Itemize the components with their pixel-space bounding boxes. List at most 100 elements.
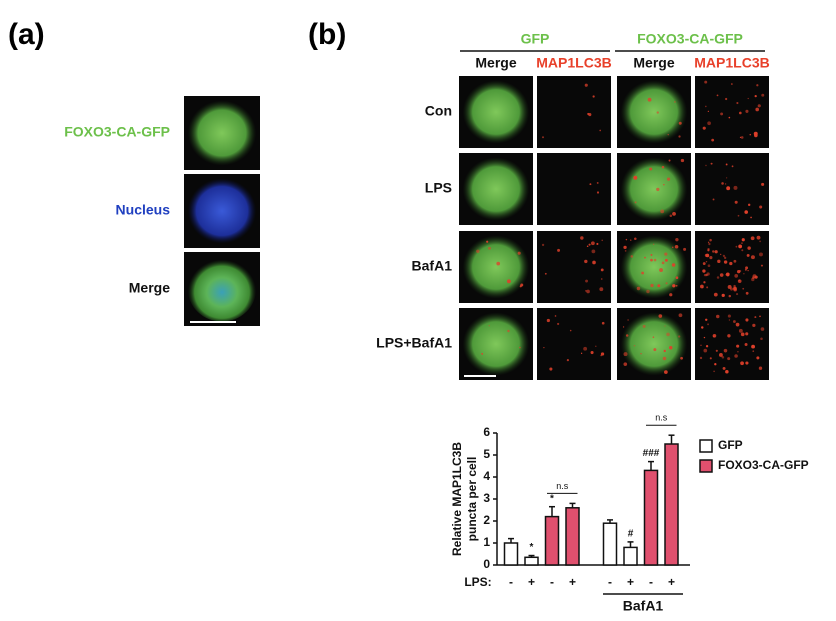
puncta bbox=[719, 273, 724, 277]
puncta bbox=[740, 332, 745, 337]
puncta bbox=[652, 243, 655, 246]
x-tick-label: + bbox=[569, 575, 576, 589]
puncta bbox=[663, 184, 665, 186]
puncta bbox=[745, 318, 749, 322]
puncta bbox=[739, 111, 742, 115]
puncta bbox=[678, 135, 681, 138]
puncta bbox=[486, 240, 489, 243]
puncta bbox=[733, 286, 737, 291]
micrograph bbox=[537, 308, 611, 380]
group-label: BafA1 bbox=[623, 598, 664, 614]
legend-swatch bbox=[699, 459, 713, 473]
puncta bbox=[711, 138, 715, 142]
bar bbox=[602, 522, 618, 566]
puncta bbox=[747, 97, 749, 100]
puncta bbox=[725, 272, 730, 277]
puncta bbox=[736, 101, 739, 105]
x-tick-label: - bbox=[608, 575, 612, 589]
annotation: n.s bbox=[655, 413, 668, 423]
puncta bbox=[738, 279, 741, 282]
puncta bbox=[754, 275, 758, 279]
puncta bbox=[588, 113, 592, 117]
cell bbox=[620, 80, 688, 144]
puncta bbox=[633, 345, 636, 347]
puncta bbox=[712, 250, 715, 253]
puncta bbox=[627, 319, 629, 321]
puncta bbox=[741, 238, 745, 242]
puncta bbox=[664, 325, 666, 327]
puncta bbox=[656, 111, 659, 114]
puncta bbox=[653, 258, 657, 262]
puncta bbox=[650, 258, 653, 262]
cell bbox=[187, 100, 257, 166]
puncta bbox=[599, 129, 601, 132]
annotation: * bbox=[550, 493, 554, 504]
cell bbox=[620, 235, 688, 299]
puncta bbox=[660, 209, 665, 214]
puncta bbox=[667, 133, 669, 136]
puncta bbox=[719, 253, 722, 256]
puncta bbox=[744, 210, 748, 214]
x-tick-label: + bbox=[528, 575, 535, 589]
puncta bbox=[714, 250, 718, 254]
puncta bbox=[747, 203, 751, 207]
puncta bbox=[600, 352, 605, 356]
puncta bbox=[649, 167, 653, 171]
puncta bbox=[664, 258, 668, 262]
puncta bbox=[700, 344, 702, 346]
puncta bbox=[665, 282, 668, 285]
puncta bbox=[707, 241, 710, 244]
puncta bbox=[663, 349, 666, 353]
puncta bbox=[758, 366, 763, 370]
annotation: # bbox=[628, 529, 634, 540]
puncta bbox=[745, 109, 749, 113]
puncta bbox=[634, 237, 637, 241]
puncta bbox=[717, 259, 721, 263]
puncta bbox=[725, 274, 727, 276]
puncta bbox=[585, 279, 588, 283]
puncta bbox=[725, 163, 728, 166]
puncta bbox=[750, 236, 755, 241]
bar bbox=[623, 546, 638, 566]
puncta bbox=[726, 186, 731, 191]
puncta bbox=[630, 255, 634, 258]
puncta bbox=[734, 200, 738, 204]
puncta bbox=[742, 287, 745, 290]
micrograph bbox=[537, 153, 611, 225]
x-tick-label: - bbox=[649, 575, 653, 589]
puncta bbox=[723, 260, 728, 264]
x-tick-label: - bbox=[550, 575, 554, 589]
puncta bbox=[664, 252, 668, 256]
puncta bbox=[725, 370, 729, 374]
puncta bbox=[713, 292, 718, 297]
puncta bbox=[733, 284, 736, 288]
puncta bbox=[739, 136, 742, 138]
puncta bbox=[743, 273, 745, 275]
puncta bbox=[703, 348, 708, 353]
bar bbox=[643, 469, 659, 566]
puncta bbox=[759, 205, 763, 209]
puncta bbox=[625, 334, 629, 337]
puncta bbox=[596, 181, 599, 184]
puncta bbox=[728, 319, 731, 321]
puncta bbox=[761, 93, 765, 97]
group-label: GFP bbox=[521, 31, 550, 47]
puncta bbox=[701, 326, 704, 329]
puncta bbox=[707, 121, 711, 126]
puncta bbox=[752, 350, 755, 352]
puncta bbox=[723, 256, 727, 259]
puncta bbox=[623, 352, 628, 357]
puncta bbox=[707, 264, 711, 268]
puncta bbox=[601, 321, 605, 325]
puncta bbox=[754, 316, 757, 319]
puncta bbox=[728, 294, 731, 298]
bar bbox=[524, 556, 539, 566]
puncta bbox=[662, 356, 667, 361]
puncta bbox=[729, 261, 733, 266]
puncta bbox=[760, 327, 765, 331]
y-axis-label: Relative MAP1LC3B bbox=[450, 442, 464, 556]
puncta bbox=[709, 357, 712, 360]
puncta bbox=[601, 239, 603, 242]
legend-label: FOXO3-CA-GFP bbox=[718, 458, 809, 472]
